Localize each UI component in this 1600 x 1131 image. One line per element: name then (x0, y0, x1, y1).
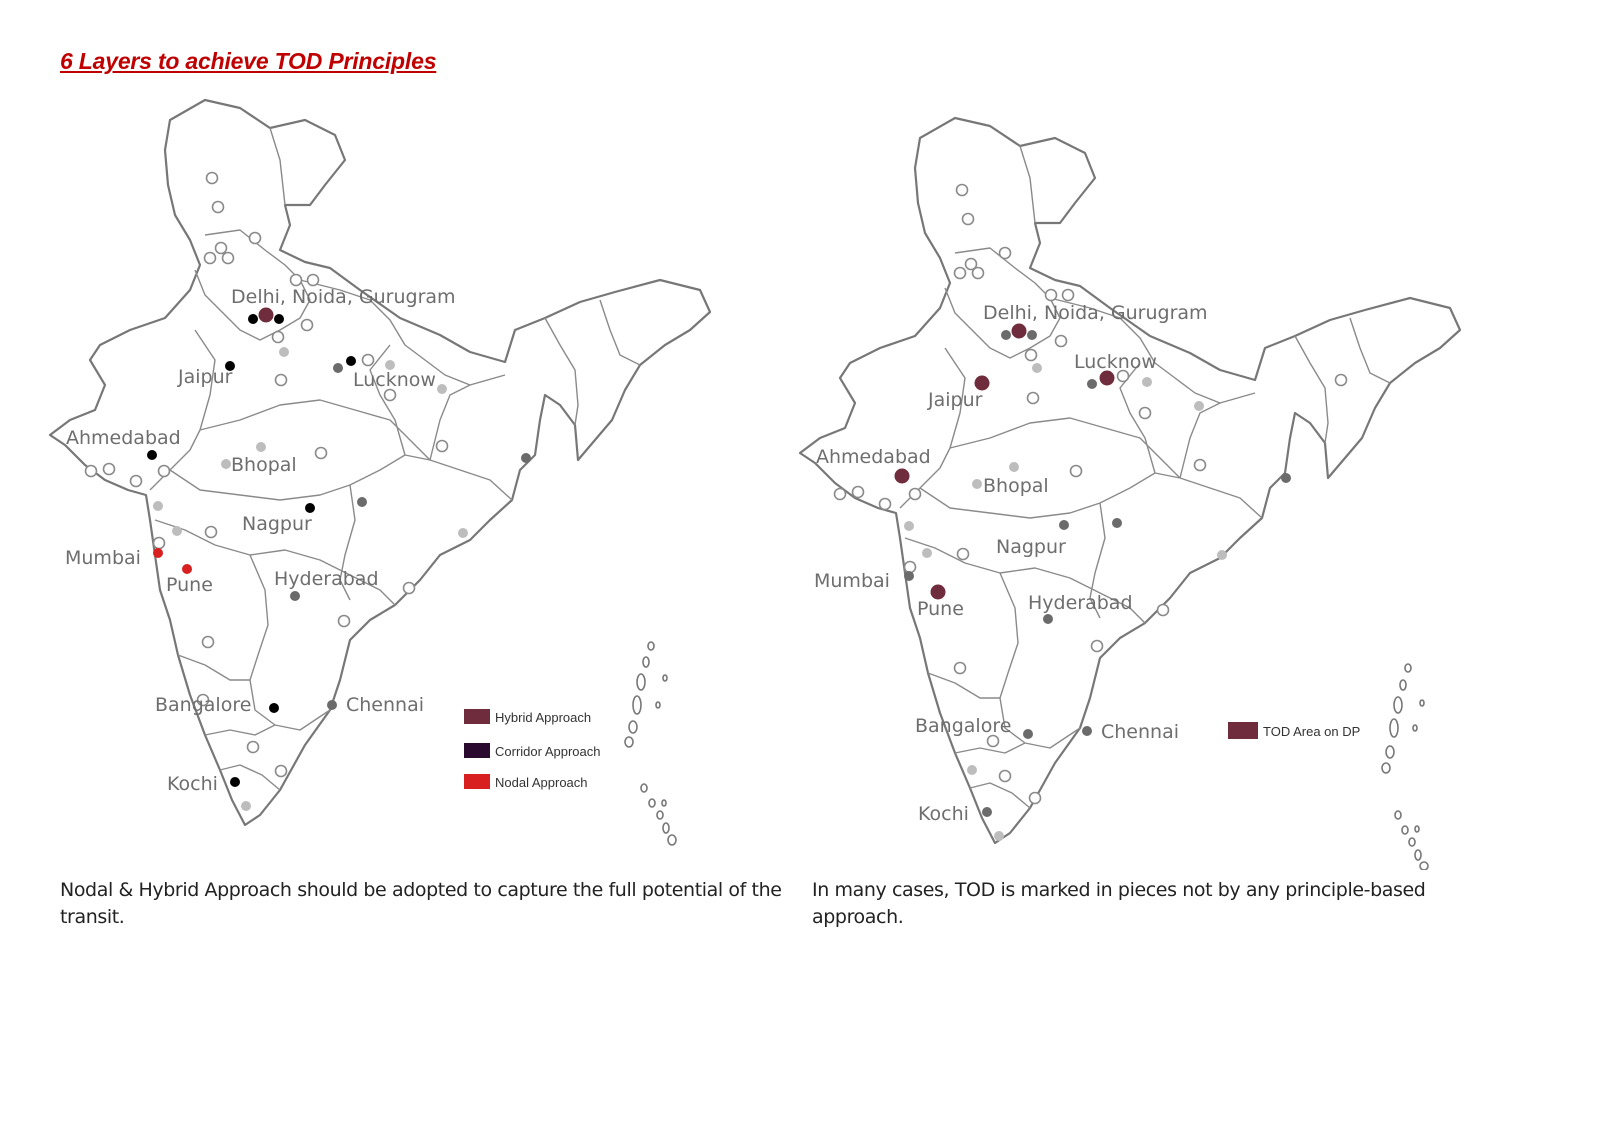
corridor-markers (147, 314, 356, 787)
city-label-hyderabad: Hyderabad (1028, 592, 1133, 614)
light-markers (904, 363, 1227, 841)
open-markers (84, 171, 449, 778)
legend-swatch-hybrid (464, 709, 490, 724)
light-markers (153, 347, 468, 811)
city-label-kochi: Kochi (918, 803, 969, 825)
city-label-nagpur: Nagpur (242, 513, 312, 535)
left-caption: Nodal & Hybrid Approach should be adopte… (60, 879, 782, 928)
city-label-pune: Pune (917, 598, 964, 620)
left-map: Delhi, Noida, Gurugram Jaipur Lucknow Ah… (48, 98, 712, 846)
city-label-nagpur: Nagpur (996, 536, 1066, 558)
left-legend: Hybrid Approach Corridor Approach Nodal … (464, 709, 601, 790)
city-label-bhopal: Bhopal (983, 475, 1049, 497)
city-label-chennai: Chennai (346, 694, 424, 716)
india-outline (48, 98, 712, 827)
city-label-jaipur: Jaipur (927, 389, 983, 411)
city-label-pune: Pune (166, 574, 213, 596)
city-label-bangalore: Bangalore (155, 694, 251, 716)
legend-swatch-tod (1228, 722, 1258, 739)
india-outline (798, 116, 1462, 845)
state-borders (899, 145, 1391, 809)
city-label-ahmedabad: Ahmedabad (816, 446, 931, 468)
nodal-markers (153, 548, 192, 574)
city-label-mumbai: Mumbai (65, 547, 141, 569)
open-markers (833, 183, 1348, 805)
legend-swatch-nodal (464, 774, 490, 789)
page-title: 6 Layers to achieve TOD Principles (60, 48, 437, 74)
city-label-jaipur: Jaipur (177, 366, 233, 388)
grey-markers (290, 363, 531, 710)
right-caption: In many cases, TOD is marked in pieces n… (812, 879, 1426, 928)
city-label-lucknow: Lucknow (353, 369, 436, 391)
city-label-chennai: Chennai (1101, 721, 1179, 743)
city-label-hyderabad: Hyderabad (274, 568, 379, 590)
andaman-islands (624, 641, 677, 846)
right-map: Delhi, Noida, Gurugram Jaipur Lucknow Ah… (798, 116, 1462, 870)
legend-swatch-corridor (464, 743, 490, 758)
state-borders (149, 127, 641, 791)
legend-label-tod: TOD Area on DP (1263, 724, 1360, 739)
legend-label-hybrid: Hybrid Approach (495, 710, 591, 725)
city-label-mumbai: Mumbai (814, 570, 890, 592)
city-label-bangalore: Bangalore (915, 715, 1011, 737)
right-legend: TOD Area on DP (1228, 722, 1360, 739)
city-label-delhi: Delhi, Noida, Gurugram (231, 286, 456, 308)
hybrid-markers (258, 307, 274, 323)
city-label-kochi: Kochi (167, 773, 218, 795)
andaman-islands (1381, 663, 1429, 870)
tod-markers (894, 323, 1115, 600)
city-label-delhi: Delhi, Noida, Gurugram (983, 302, 1208, 324)
legend-label-corridor: Corridor Approach (495, 744, 601, 759)
city-label-lucknow: Lucknow (1074, 351, 1157, 373)
legend-label-nodal: Nodal Approach (495, 775, 588, 790)
city-label-ahmedabad: Ahmedabad (66, 427, 181, 449)
grey-markers (904, 330, 1291, 817)
city-label-bhopal: Bhopal (231, 454, 297, 476)
